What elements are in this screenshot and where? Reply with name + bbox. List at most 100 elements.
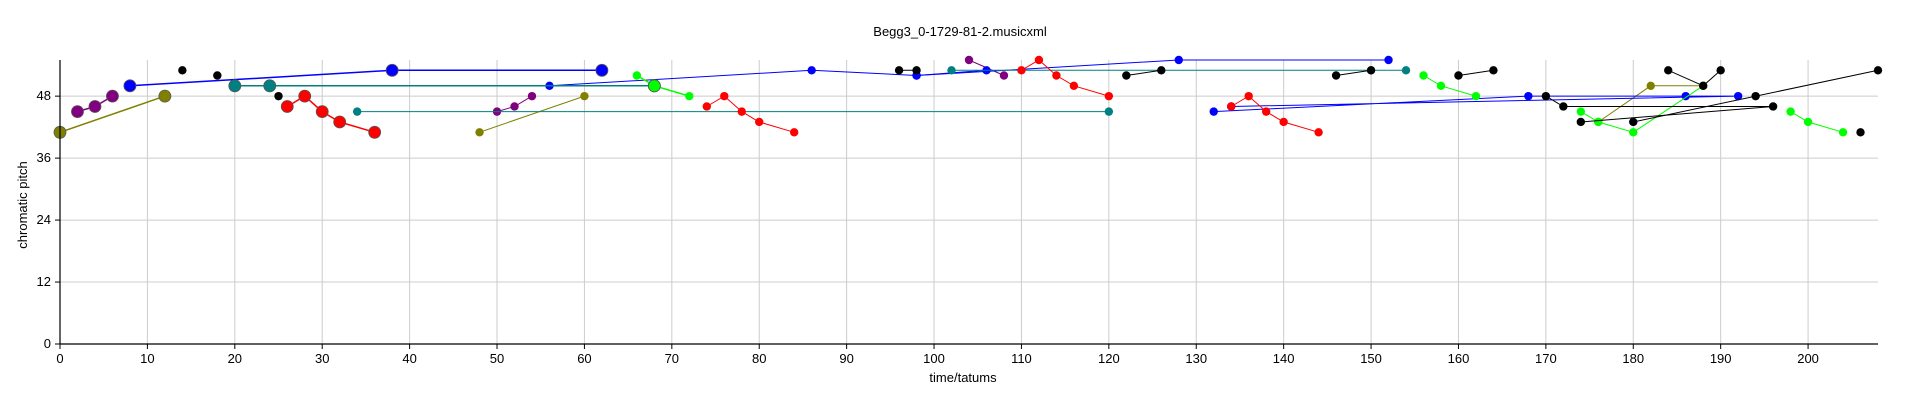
note-point [580,91,589,101]
x-tick-label: 10 [140,351,154,366]
note-point [1471,91,1481,101]
series-line [1336,69,1372,76]
y-axis-label: chromatic pitch [15,161,30,248]
axes [55,60,1878,349]
series-line [1458,69,1494,76]
series-line [286,95,375,134]
note-point [1664,66,1673,75]
note-point [475,128,484,137]
note-point [88,100,102,113]
note-point [1366,66,1376,75]
note-point [1244,91,1253,101]
note-point [1541,91,1551,101]
note-point [720,91,729,101]
note-point [595,63,609,77]
note-point [912,66,921,75]
note-point [1104,91,1114,101]
x-axis-label: time/tatums [929,370,997,385]
series-group [947,66,1411,75]
series-group [228,79,661,93]
note-point [333,115,347,129]
x-tick-label: 60 [577,351,591,366]
x-tick-label: 0 [56,351,63,366]
series-group [632,71,694,101]
note-point [1786,107,1795,116]
note-point [1209,107,1218,116]
note-point [1803,117,1813,127]
note-point [263,79,277,93]
series-group [1454,66,1498,80]
y-tick-label: 36 [37,150,51,165]
note-point [1052,71,1061,80]
x-tick-label: 100 [923,351,945,366]
series-line [1126,69,1162,76]
note-point [1419,71,1428,80]
note-point [1838,128,1848,137]
note-point [1454,71,1463,80]
series-group [178,66,187,75]
note-point [632,71,642,80]
series-group [702,91,799,137]
note-point [1524,91,1533,101]
note-point [1698,81,1708,91]
series-line [479,95,585,133]
series-group [492,91,537,116]
series-line [1667,69,1722,87]
note-point [1733,91,1743,101]
x-tick-label: 90 [839,351,853,366]
note-point [685,91,694,101]
note-point [1489,66,1498,75]
note-point [315,105,329,119]
series-group [1122,66,1166,80]
series-group [123,63,609,93]
note-point [298,89,312,103]
note-point [71,105,84,119]
note-point [1576,117,1586,127]
note-point [1629,117,1638,127]
series-group [1786,107,1848,137]
note-point [964,55,974,65]
note-point [1576,107,1586,116]
x-tick-label: 170 [1535,351,1557,366]
series-line [1790,111,1844,133]
x-tick-label: 50 [490,351,504,366]
series-group [1419,71,1481,101]
series-line [1423,75,1477,97]
series-group [71,89,119,119]
x-tick-label: 120 [1098,351,1120,366]
series-line [1580,85,1704,133]
note-point [789,128,799,137]
x-tick-label: 150 [1360,351,1382,366]
x-tick-label: 190 [1710,351,1732,366]
note-point [1069,81,1079,91]
series-line [1021,59,1109,97]
series-group [280,89,382,139]
note-point [527,91,537,101]
note-point [1629,128,1638,137]
series-line [706,95,795,133]
series-group [274,91,283,101]
x-tick-label: 30 [315,351,329,366]
note-point [1856,128,1865,137]
series-layer [53,55,1883,139]
x-tick-label: 40 [402,351,416,366]
note-point [1034,55,1044,65]
note-point [807,66,816,75]
series-line [1230,95,1319,133]
note-point [274,91,283,101]
note-point [1104,107,1114,116]
series-group [1576,81,1708,137]
note-point [385,63,399,77]
series-group [213,71,222,80]
note-point [178,66,187,75]
note-point [213,71,222,80]
x-tick-label: 110 [1011,351,1032,366]
note-point [894,66,904,75]
series-group [1664,66,1725,91]
note-point [280,100,294,113]
note-point [1646,81,1655,91]
y-tick-label: 12 [37,274,51,289]
x-tick-label: 70 [665,351,679,366]
x-tick-label: 180 [1622,351,1644,366]
